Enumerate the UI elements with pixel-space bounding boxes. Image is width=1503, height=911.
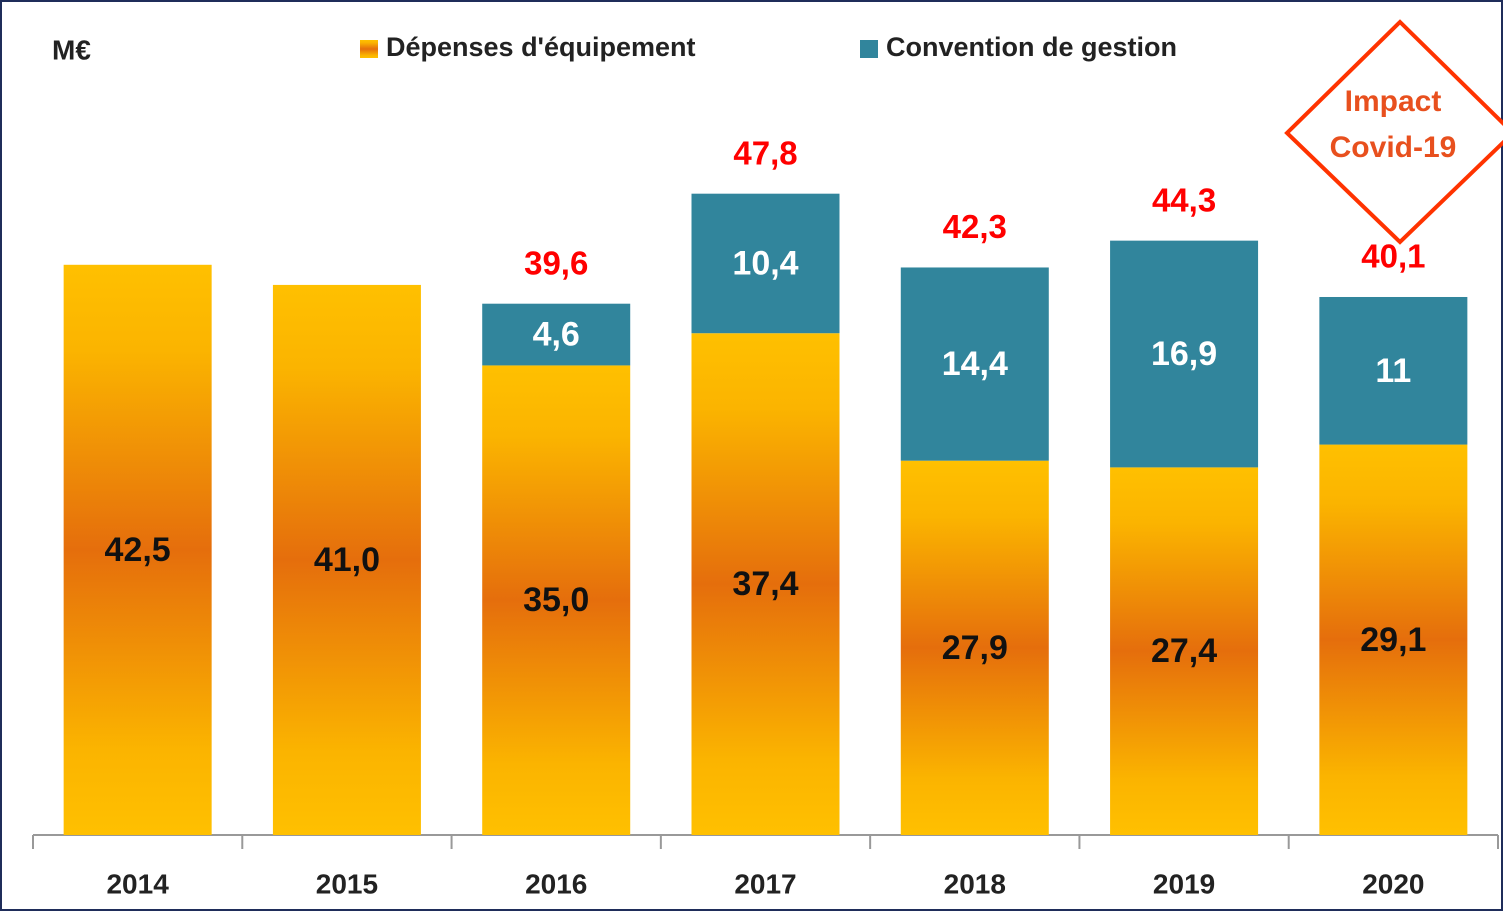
bar-segment xyxy=(900,267,1049,461)
value-label: 41,0 xyxy=(314,541,380,579)
total-label: 40,1 xyxy=(1361,238,1425,275)
value-label: 37,4 xyxy=(732,565,798,603)
x-tick-label: 2015 xyxy=(316,868,378,899)
value-label: 27,4 xyxy=(1151,632,1217,670)
value-label: 10,4 xyxy=(732,244,798,282)
x-tick-label: 2019 xyxy=(1153,868,1215,899)
bar-segment xyxy=(900,460,1049,835)
x-tick-label: 2016 xyxy=(525,868,587,899)
bar-segment xyxy=(63,264,212,836)
value-label: 16,9 xyxy=(1151,335,1217,373)
value-label: 42,5 xyxy=(105,531,171,569)
x-tick-label: 2018 xyxy=(944,868,1006,899)
value-label: 27,9 xyxy=(942,629,1008,667)
x-tick-label: 2014 xyxy=(106,868,169,899)
total-label: 47,8 xyxy=(733,134,797,171)
legend-label: Convention de gestion xyxy=(886,32,1177,62)
bar-segment xyxy=(691,333,840,835)
annotation: Impact xyxy=(1345,85,1442,118)
bar-segment xyxy=(482,303,631,366)
total-label: 44,3 xyxy=(1152,181,1216,218)
value-label: 35,0 xyxy=(523,581,589,619)
bar-segment xyxy=(1110,240,1259,468)
legend-swatch xyxy=(360,40,378,58)
bar-segment xyxy=(1319,444,1468,835)
unit-label: M€ xyxy=(52,34,91,65)
value-label: 14,4 xyxy=(942,345,1008,383)
total-label: 42,3 xyxy=(943,208,1007,245)
legend-swatch xyxy=(860,40,878,58)
value-label: 11 xyxy=(1375,352,1411,390)
annotation-diamond xyxy=(1284,19,1503,245)
legend-label: Dépenses d'équipement xyxy=(386,32,696,62)
annotation: Covid-19 xyxy=(1330,131,1457,164)
bar-segment xyxy=(1319,296,1468,445)
value-label: 4,6 xyxy=(533,316,580,354)
total-label: 39,6 xyxy=(524,244,588,281)
bar-segment xyxy=(272,284,421,836)
bar-segment xyxy=(691,193,840,334)
x-tick-label: 2020 xyxy=(1362,868,1424,899)
value-label: 29,1 xyxy=(1360,621,1426,659)
bar-segment xyxy=(482,365,631,835)
bar-segment xyxy=(1110,467,1259,835)
x-tick-label: 2017 xyxy=(734,868,796,899)
